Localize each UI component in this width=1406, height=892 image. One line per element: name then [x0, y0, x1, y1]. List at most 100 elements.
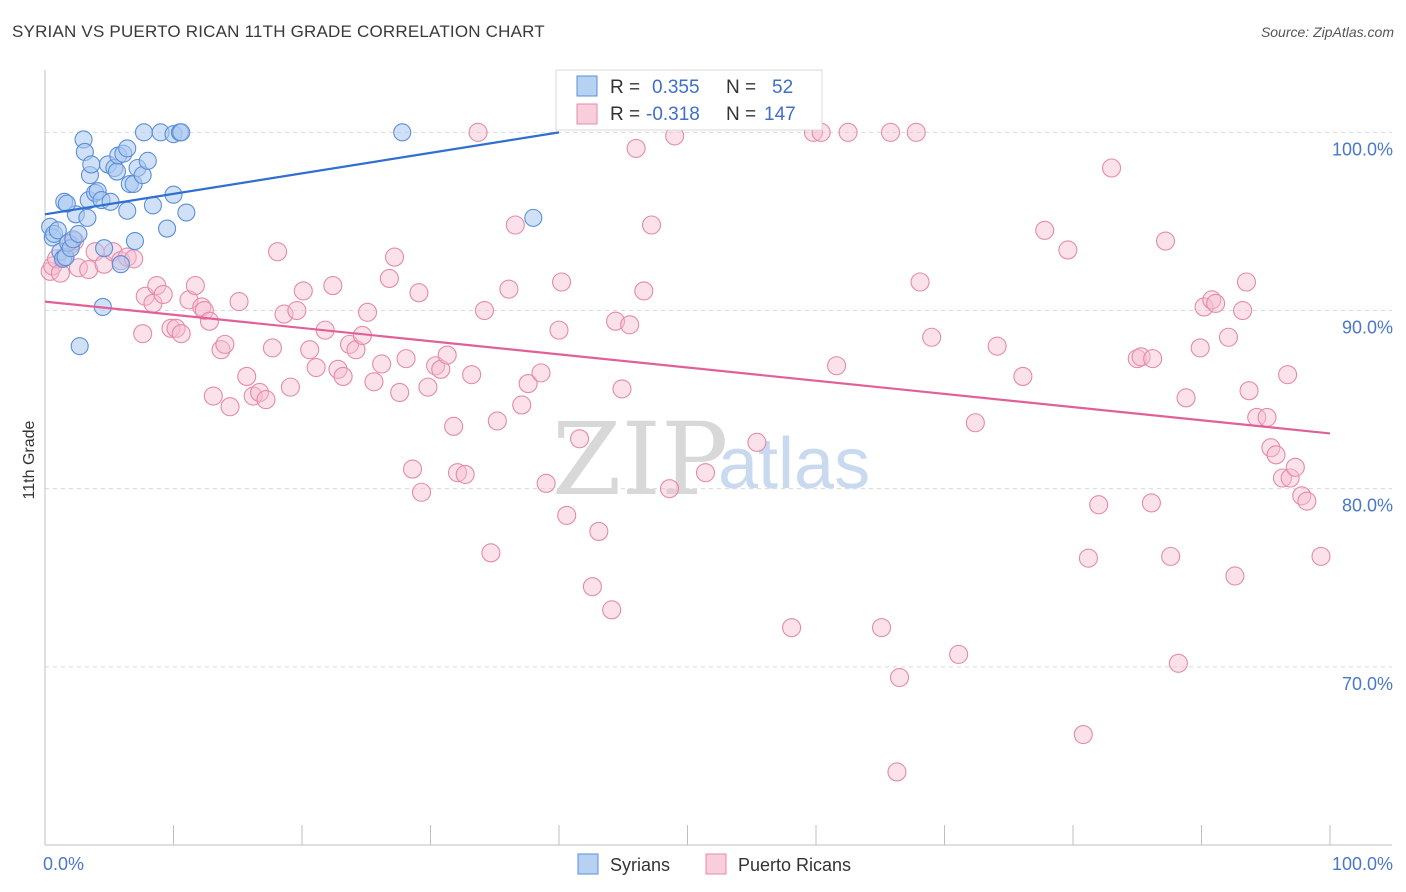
puerto-rican-point: [782, 618, 802, 638]
puerto-rican-point: [384, 247, 405, 267]
puerto-rican-point: [1078, 548, 1098, 568]
puerto-rican-point: [447, 463, 468, 483]
puerto-rican-point: [474, 300, 495, 321]
syrian-points: [41, 123, 543, 356]
watermark-zip: ZIP: [552, 401, 728, 518]
puerto-rican-point: [499, 279, 519, 299]
puerto-rican-point: [357, 302, 378, 322]
axis-layer: 70.0% 80.0% 90.0% 100.0% 0.0% 100.0%: [43, 70, 1393, 874]
y-tick-label: 90.0%: [1342, 318, 1393, 338]
syrian-point: [143, 196, 162, 215]
pr-r-label: R =: [610, 104, 640, 125]
pr-r-value: -0.318: [646, 104, 700, 125]
puerto-rican-point: [1239, 381, 1259, 401]
puerto-rican-point: [557, 505, 577, 525]
stats-box: R = 0.355 N = 52 R = -0.318 N = 147: [555, 69, 823, 131]
watermark-atlas: atlas: [718, 424, 870, 504]
puerto-rican-point: [1266, 445, 1286, 465]
puerto-rican-trend-line: [44, 300, 1331, 435]
puerto-rican-point: [1190, 338, 1210, 358]
puerto-ricans-swatch: [576, 103, 598, 125]
syrian-point: [125, 231, 144, 251]
puerto-rican-point: [626, 138, 646, 158]
puerto-rican-point: [396, 349, 416, 369]
puerto-rican-point: [987, 336, 1007, 356]
puerto-rican-point: [1141, 493, 1161, 513]
puerto-rican-point: [1176, 388, 1196, 408]
puerto-rican-point: [570, 429, 590, 449]
puerto-rican-point: [411, 482, 432, 502]
puerto-rican-point: [549, 320, 569, 340]
puerto-rican-point: [390, 382, 410, 403]
puerto-rican-point: [1194, 297, 1214, 317]
trend-layer: [44, 131, 1331, 435]
puerto-rican-point: [1168, 653, 1188, 673]
puerto-rican-point: [306, 357, 326, 378]
watermark: ZIP atlas: [552, 401, 870, 518]
y-tick-label: 100.0%: [1332, 139, 1393, 159]
puerto-rican-point: [293, 281, 313, 301]
syrian-point: [107, 162, 127, 181]
syrian-point: [393, 123, 412, 142]
puerto-rican-point: [333, 366, 353, 386]
syrian-point: [118, 139, 137, 158]
puerto-rican-point: [910, 272, 930, 292]
puerto-rican-point: [838, 122, 858, 142]
puerto-rican-point: [634, 281, 654, 301]
puerto-rican-point: [300, 340, 320, 360]
puerto-rican-point: [871, 618, 892, 638]
puerto-rican-point: [1280, 468, 1300, 488]
puerto-rican-point: [215, 334, 235, 354]
puerto-rican-point: [372, 354, 392, 374]
puerto-rican-point: [922, 327, 942, 347]
puerto-rican-point: [1089, 495, 1109, 515]
syrian-point: [111, 255, 130, 274]
puerto-rican-point: [887, 762, 907, 782]
syrian-point: [57, 194, 76, 213]
puerto-rican-point: [602, 600, 622, 620]
puerto-rican-point: [505, 215, 525, 235]
syrians-n-value: 52: [772, 77, 793, 98]
syrians-n-label: N =: [726, 77, 756, 98]
puerto-rican-point: [250, 382, 270, 403]
syrian-point: [134, 123, 153, 142]
legend: Syrians Puerto Ricans: [577, 853, 851, 875]
puerto-rican-point: [518, 374, 538, 394]
puerto-rican-point: [1161, 546, 1181, 566]
puerto-rican-point: [418, 377, 438, 397]
puerto-rican-point: [695, 463, 716, 483]
syrian-point: [95, 239, 114, 258]
legend-puerto-ricans-swatch: [705, 853, 727, 875]
puerto-rican-point: [462, 365, 482, 385]
puerto-rican-point: [582, 577, 602, 597]
puerto-rican-point: [747, 432, 767, 452]
puerto-rican-point: [437, 345, 457, 365]
pr-n-value: 147: [764, 104, 796, 125]
puerto-rican-point: [1292, 486, 1312, 506]
puerto-rican-point: [402, 459, 423, 479]
puerto-rican-point: [889, 667, 910, 688]
puerto-rican-point: [1013, 366, 1033, 386]
puerto-rican-point: [1225, 566, 1245, 586]
puerto-rican-point: [346, 340, 366, 360]
puerto-rican-point: [203, 386, 223, 406]
puerto-rican-point: [237, 366, 257, 386]
puerto-rican-point: [431, 359, 451, 379]
puerto-rican-point: [1297, 491, 1317, 511]
y-tick-label: 70.0%: [1342, 674, 1393, 694]
puerto-rican-point: [455, 464, 475, 484]
puerto-rican-point: [1206, 293, 1226, 313]
puerto-rican-point: [620, 315, 640, 335]
puerto-rican-point: [262, 338, 282, 358]
puerto-rican-point: [161, 318, 181, 338]
syrian-point: [118, 201, 137, 220]
puerto-rican-point: [1143, 349, 1163, 369]
puerto-rican-point: [481, 543, 501, 563]
puerto-rican-point: [1311, 546, 1331, 566]
puerto-rican-point: [949, 644, 969, 664]
syrians-r-value: 0.355: [652, 77, 700, 98]
puerto-rican-point: [166, 318, 186, 338]
puerto-rican-point: [199, 311, 220, 331]
puerto-rican-point: [229, 292, 249, 312]
